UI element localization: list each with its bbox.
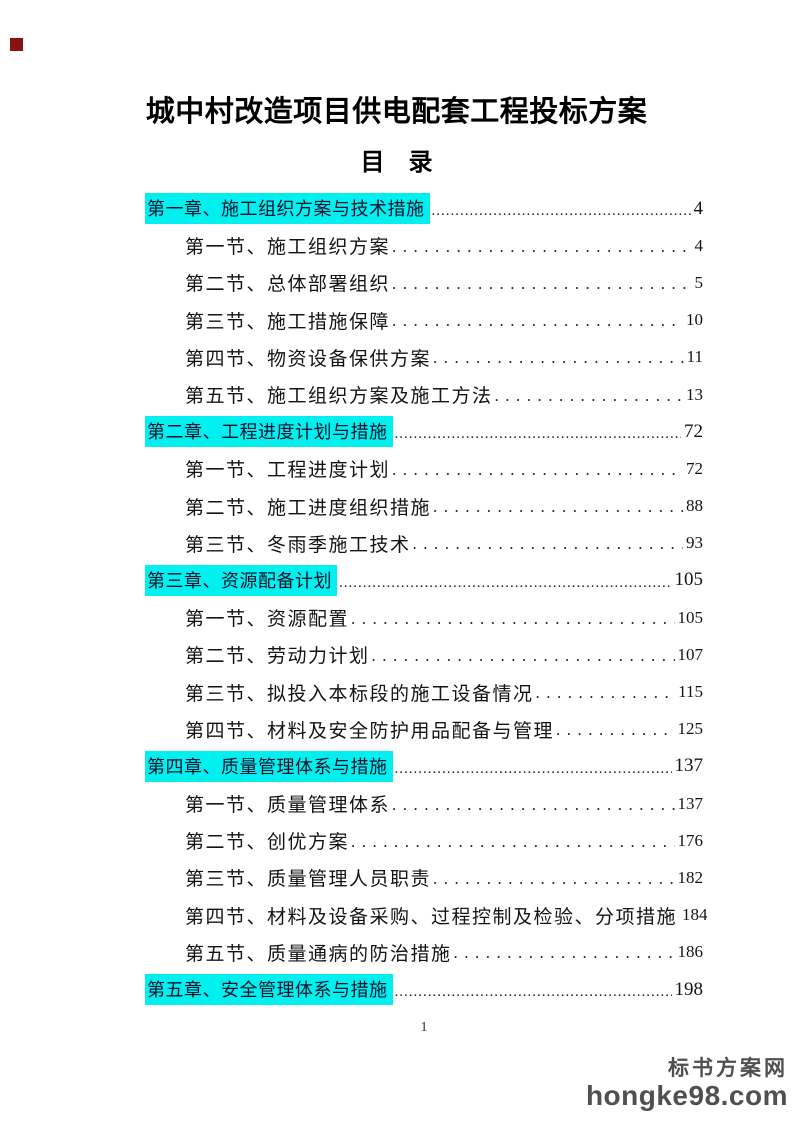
toc-entry-label: 第四章、质量管理体系与措施 — [145, 750, 393, 782]
toc-entry-page: 72 — [684, 420, 703, 442]
toc-entry[interactable]: 第四章、质量管理体系与措施 ..........................… — [145, 748, 703, 785]
toc-entry[interactable]: 第五章、安全管理体系与措施 ..........................… — [145, 971, 703, 1008]
toc-entry-page: 125 — [677, 719, 704, 739]
toc-entry-page: 184 — [682, 905, 708, 925]
toc-leader-dots: ........................................… — [453, 943, 675, 963]
watermark: 标书方案网 hongke98.com — [585, 1057, 788, 1111]
toc-entry[interactable]: 第三节、冬雨季施工技术 ............................… — [145, 525, 703, 562]
toc-leader-dots: ........................................… — [433, 497, 683, 517]
toc-leader-dots: ........................................… — [351, 831, 674, 851]
toc-entry[interactable]: 第四节、材料及设备采购、过程控制及检验、分项措施 ...............… — [145, 897, 708, 934]
toc-entry[interactable]: 第三节、质量管理人员职责 ...........................… — [145, 859, 703, 896]
toc-entry[interactable]: 第一节、质量管理体系 .............................… — [145, 785, 703, 822]
toc-entry-label: 第二节、施工进度组织措施 — [185, 497, 432, 519]
toc-leader-dots: ........................................… — [535, 683, 676, 703]
toc-leader-dots: ........................................… — [392, 236, 692, 256]
toc-entry[interactable]: 第二节、施工进度组织措施 ...........................… — [145, 488, 703, 525]
toc-entry-label: 第三章、资源配备计划 — [145, 564, 337, 596]
toc-entry-label: 第五章、安全管理体系与措施 — [145, 974, 393, 1006]
toc-entry-label: 第一节、施工组织方案 — [185, 237, 391, 259]
toc-leader-dots: ........................................… — [431, 203, 691, 220]
toc-entry-page: 137 — [674, 755, 704, 777]
toc-entry-page: 88 — [686, 496, 703, 516]
toc: 第一章、施工组织方案与技术措施 ........................… — [145, 190, 708, 1008]
toc-entry-label: 第三节、拟投入本标段的施工设备情况 — [185, 683, 534, 705]
toc-entry-page: 5 — [694, 272, 704, 292]
footer-page-number: 1 — [420, 1020, 428, 1035]
toc-entry-page: 176 — [677, 830, 704, 850]
toc-entry[interactable]: 第二节、劳动力计划 ..............................… — [145, 636, 703, 673]
toc-entry-page: 115 — [678, 682, 703, 702]
toc-entry-label: 第一节、工程进度计划 — [185, 460, 391, 482]
toc-entry[interactable]: 第一章、施工组织方案与技术措施 ........................… — [145, 190, 703, 227]
toc-entry-page: 13 — [686, 384, 703, 404]
toc-entry-label: 第二节、总体部署组织 — [185, 274, 391, 296]
toc-entry-label: 第三节、施工措施保障 — [185, 311, 391, 333]
toc-leader-dots: ........................................… — [556, 720, 675, 740]
toc-leader-dots: ........................................… — [392, 273, 692, 293]
toc-entry-label: 第二节、创优方案 — [185, 832, 350, 854]
toc-heading: 目 录 — [360, 150, 433, 176]
toc-entry-page: 186 — [677, 942, 704, 962]
toc-entry-label: 第二章、工程进度计划与措施 — [145, 416, 393, 448]
toc-leader-dots: ........................................… — [351, 608, 674, 628]
toc-entry[interactable]: 第二节、创优方案 ...............................… — [145, 822, 703, 859]
toc-entry-label: 第三节、质量管理人员职责 — [185, 869, 432, 891]
watermark-site-url: hongke98.com — [585, 1079, 788, 1111]
toc-entry-label: 第一章、施工组织方案与技术措施 — [145, 193, 430, 225]
toc-entry-label: 第二节、劳动力计划 — [185, 646, 370, 668]
toc-leader-dots: ........................................… — [394, 984, 672, 1001]
toc-entry-page: 107 — [677, 644, 704, 664]
toc-entry[interactable]: 第一节、施工组织方案 .............................… — [145, 227, 703, 264]
toc-entry-label: 第五节、质量通病的防治措施 — [185, 943, 452, 965]
toc-entry[interactable]: 第四节、物资设备保供方案 ...........................… — [145, 339, 703, 376]
toc-entry-page: 4 — [693, 197, 704, 219]
toc-entry[interactable]: 第一节、资源配置 ...............................… — [145, 599, 703, 636]
toc-entry[interactable]: 第四节、材料及安全防护用品配备与管理 .....................… — [145, 711, 703, 748]
toc-entry-page: 72 — [686, 458, 703, 478]
red-corner-marker — [10, 38, 23, 51]
watermark-site-name: 标书方案网 — [668, 1057, 788, 1080]
toc-entry-page: 10 — [686, 310, 703, 330]
toc-entry[interactable]: 第五节、质量通病的防治措施 ..........................… — [145, 934, 703, 971]
toc-entry-page: 198 — [674, 978, 704, 1000]
toc-leader-dots: ........................................… — [392, 311, 683, 331]
toc-entry-label: 第五节、施工组织方案及施工方法 — [185, 386, 493, 408]
toc-entry-page: 105 — [677, 607, 704, 627]
toc-entry[interactable]: 第三章、资源配备计划 .............................… — [145, 562, 703, 599]
toc-entry-page: 11 — [686, 347, 703, 367]
toc-leader-dots: ........................................… — [371, 645, 675, 665]
toc-entry-label: 第四节、材料及设备采购、过程控制及检验、分项措施 — [185, 906, 678, 928]
toc-entry-page: 4 — [694, 235, 704, 255]
toc-entry[interactable]: 第二节、总体部署组织 .............................… — [145, 264, 703, 301]
toc-entry-page: 105 — [674, 569, 704, 591]
toc-leader-dots: ........................................… — [433, 868, 674, 888]
toc-leader-dots: ........................................… — [494, 385, 683, 405]
toc-entry-label: 第四节、物资设备保供方案 — [185, 348, 432, 370]
toc-leader-dots: ........................................… — [394, 426, 682, 443]
toc-leader-dots: ........................................… — [392, 459, 683, 479]
toc-entry[interactable]: 第三节、拟投入本标段的施工设备情况 ......................… — [145, 673, 703, 710]
toc-entry-page: 93 — [686, 533, 703, 553]
toc-leader-dots: ........................................… — [412, 534, 683, 554]
document-title: 城中村改造项目供电配套工程投标方案 — [145, 96, 648, 128]
toc-leader-dots: ........................................… — [392, 794, 674, 814]
toc-entry[interactable]: 第五节、施工组织方案及施工方法 ........................… — [145, 376, 703, 413]
toc-entry-label: 第一节、资源配置 — [185, 609, 350, 631]
toc-entry[interactable]: 第三节、施工措施保障 .............................… — [145, 302, 703, 339]
toc-entry-page: 137 — [677, 793, 704, 813]
toc-leader-dots: ........................................… — [394, 760, 672, 777]
toc-entry-label: 第一节、质量管理体系 — [185, 795, 391, 817]
toc-entry-page: 182 — [677, 867, 704, 887]
toc-entry[interactable]: 第一节、工程进度计划 .............................… — [145, 450, 703, 487]
toc-entry-label: 第四节、材料及安全防护用品配备与管理 — [185, 720, 555, 742]
toc-entry[interactable]: 第二章、工程进度计划与措施 ..........................… — [145, 413, 703, 450]
toc-entry-label: 第三节、冬雨季施工技术 — [185, 534, 411, 556]
toc-leader-dots: ........................................… — [339, 574, 672, 591]
toc-leader-dots: ........................................… — [433, 348, 684, 368]
